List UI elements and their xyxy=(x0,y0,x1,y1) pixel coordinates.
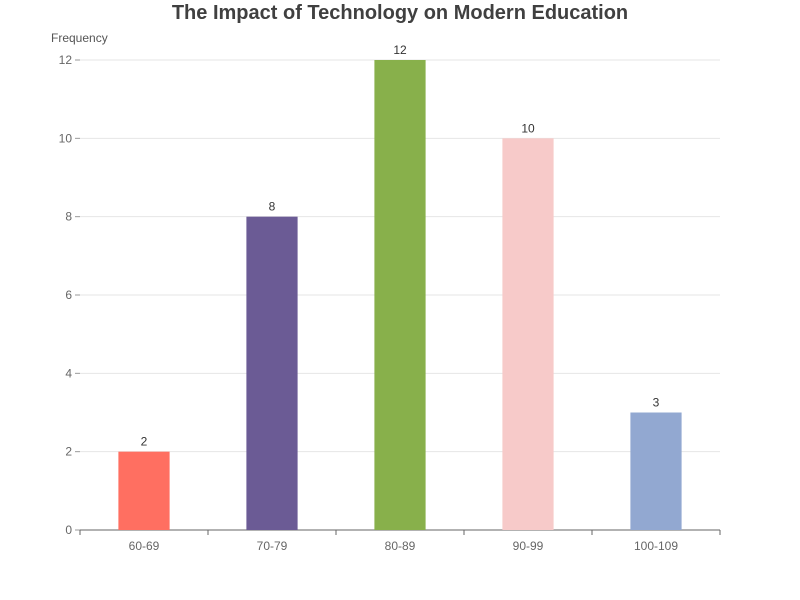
bar-80-89 xyxy=(374,60,426,530)
bar-value-label: 3 xyxy=(653,396,660,410)
y-tick-label: 4 xyxy=(65,366,72,380)
bar-value-label: 10 xyxy=(521,121,535,135)
bar-100-109 xyxy=(630,412,682,530)
y-tick-label: 0 xyxy=(65,523,72,537)
y-tick-label: 2 xyxy=(65,445,72,459)
x-tick-label: 100-109 xyxy=(634,539,678,553)
y-tick-label: 12 xyxy=(59,53,73,67)
x-tick-label: 70-79 xyxy=(257,539,288,553)
x-tick-label: 80-89 xyxy=(385,539,416,553)
y-axis-label: Frequency xyxy=(51,31,108,45)
chart-title: The Impact of Technology on Modern Educa… xyxy=(171,2,629,24)
bar-value-label: 2 xyxy=(141,435,148,449)
bar-value-label: 8 xyxy=(269,200,276,214)
y-tick-label: 8 xyxy=(65,210,72,224)
y-tick-label: 6 xyxy=(65,288,72,302)
bar-90-99 xyxy=(502,138,554,531)
x-tick-label: 90-99 xyxy=(513,539,544,553)
bar-value-label: 12 xyxy=(393,43,407,57)
x-tick-label: 60-69 xyxy=(129,539,160,553)
y-tick-label: 10 xyxy=(59,131,73,145)
bar-70-79 xyxy=(246,216,298,530)
bar-60-69 xyxy=(118,451,170,530)
